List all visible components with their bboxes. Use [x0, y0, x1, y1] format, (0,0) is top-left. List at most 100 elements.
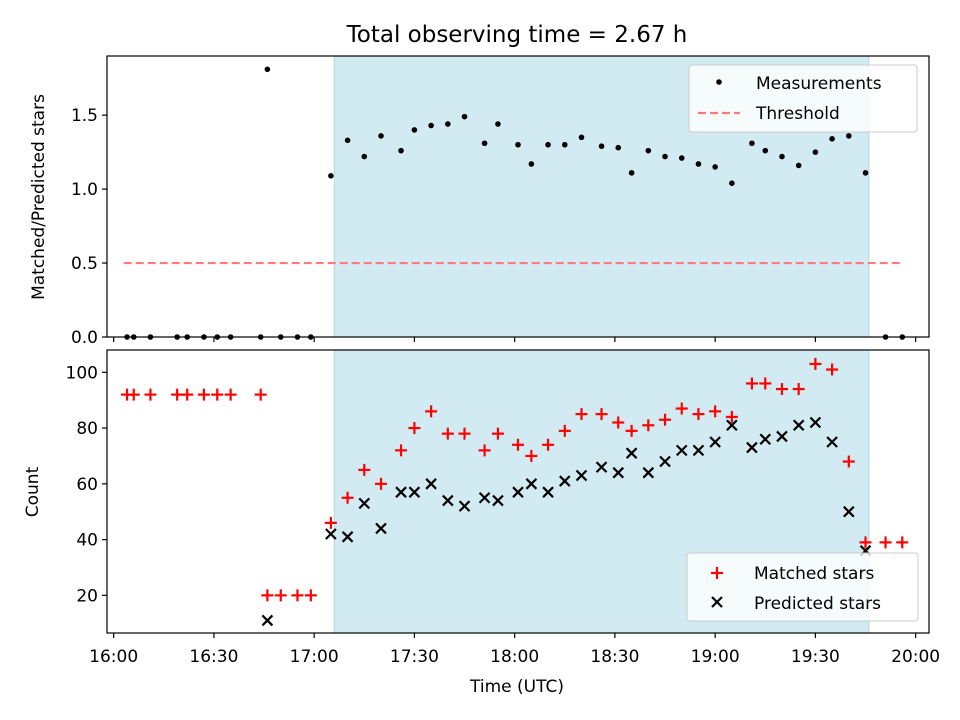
predicted-star-point — [542, 486, 554, 498]
measurement-point — [846, 133, 852, 139]
measurement-point — [495, 121, 501, 127]
predicted-star-point — [325, 528, 337, 540]
top-ytick-label: 1.5 — [71, 106, 98, 126]
predicted-star-stroke-b — [595, 461, 608, 473]
legend-measurements-marker — [716, 79, 722, 85]
matched-star-point — [692, 408, 705, 421]
measurement-points — [124, 66, 906, 340]
measurement-point — [361, 153, 368, 160]
matched-star-point — [675, 402, 688, 415]
measurement-point — [762, 147, 769, 154]
measurement-point — [445, 121, 451, 127]
matched-star-point — [144, 388, 157, 401]
matched-star-point — [395, 444, 408, 457]
predicted-star-stroke-b — [612, 466, 625, 479]
matched-star-point — [709, 405, 722, 418]
predicted-star-point — [341, 531, 354, 543]
matched-star-point — [792, 383, 805, 396]
bottom-ytick-label: 60 — [76, 475, 98, 495]
predicted-star-stroke-b — [525, 478, 538, 490]
predicted-star-stroke-b — [458, 500, 471, 512]
matched-star-point — [261, 589, 274, 602]
predicted-star-point — [425, 478, 437, 490]
matched-star-point — [525, 449, 538, 462]
predicted-star-stroke-b — [776, 430, 788, 443]
matched-star-point — [425, 405, 438, 418]
measurement-point — [515, 141, 521, 148]
legend-measurements-label: Measurements — [756, 74, 882, 94]
predicted-star-stroke-b — [261, 614, 274, 627]
predicted-star-point — [675, 444, 688, 457]
predicted-star-stroke-b — [659, 455, 671, 468]
predicted-star-stroke-b — [709, 436, 721, 448]
measurement-point — [461, 113, 468, 120]
bottom-x-ticks: 16:00 16:30 17:00 17:30 18:00 18:30 19:00 19:30… — [89, 633, 940, 667]
matched-star-point — [595, 408, 608, 421]
bottom-plot-frame — [106, 349, 930, 634]
bottom-xtick-label: 16:30 — [189, 647, 238, 667]
bottom-xtick-label: 19:00 — [691, 647, 740, 667]
bottom-ytick-label: 100 — [66, 363, 98, 383]
bottom-xtick-label: 18:30 — [590, 647, 639, 667]
measurement-point — [729, 180, 735, 186]
top-legend: Measurements Threshold — [688, 64, 918, 133]
predicted-star-point — [408, 486, 421, 498]
bottom-ytick-label: 20 — [76, 586, 98, 606]
measurement-point — [264, 66, 271, 73]
matched-star-point — [478, 444, 491, 457]
measurement-point — [411, 127, 418, 133]
legend-threshold-label: Threshold — [755, 104, 840, 124]
predicted-star-stroke-b — [442, 494, 454, 507]
predicted-star-point — [642, 466, 655, 479]
predicted-stars-points — [261, 416, 872, 627]
predicted-star-point — [709, 436, 721, 448]
predicted-star-stroke-b — [575, 469, 588, 482]
predicted-star-stroke-b — [726, 419, 738, 432]
predicted-star-point — [492, 494, 504, 507]
top-ytick-label: 1.0 — [71, 180, 98, 200]
measurement-point — [545, 141, 551, 148]
predicted-star-stroke-b — [559, 475, 571, 487]
matched-star-point — [512, 438, 524, 451]
top-ytick-label: 0.0 — [71, 328, 98, 348]
bottom-xtick-label: 16:00 — [89, 647, 138, 667]
bottom-ytick-label: 80 — [76, 419, 98, 439]
predicted-star-stroke-b — [625, 447, 638, 459]
predicted-star-stroke-b — [425, 478, 437, 490]
predicted-star-stroke-b — [341, 531, 354, 543]
measurement-point — [749, 140, 755, 147]
top-y-axis-label: Matched/Predicted stars — [29, 94, 49, 300]
matched-star-point — [575, 408, 588, 421]
predicted-star-stroke-b — [492, 494, 504, 507]
predicted-star-stroke-b — [375, 522, 387, 535]
predicted-star-stroke-b — [675, 444, 688, 457]
matched-star-point — [659, 413, 672, 426]
matched-star-point — [745, 377, 758, 390]
bottom-xtick-label: 19:30 — [791, 647, 840, 667]
predicted-star-stroke-b — [325, 528, 337, 540]
matched-star-point — [625, 424, 638, 437]
predicted-star-stroke-b — [642, 466, 655, 479]
matched-star-point — [274, 589, 287, 602]
predicted-star-point — [375, 522, 387, 535]
bottom-ytick-label: 40 — [76, 531, 98, 551]
matched-star-point — [896, 536, 909, 549]
predicted-star-point — [776, 430, 788, 443]
matched-star-point — [224, 388, 237, 401]
matched-stars-points — [121, 357, 909, 602]
matched-star-point — [458, 427, 471, 440]
predicted-star-point — [759, 433, 772, 445]
legend-matched-label: Matched stars — [754, 564, 874, 584]
predicted-star-stroke-b — [512, 486, 524, 498]
x-axis-label: Time (UTC) — [469, 677, 564, 697]
matched-star-point — [842, 455, 855, 468]
predicted-star-point — [746, 441, 758, 454]
measurement-point — [812, 149, 819, 155]
predicted-star-point — [625, 447, 638, 459]
measurement-point — [598, 143, 605, 150]
matched-star-point — [211, 388, 224, 401]
measurement-point — [481, 140, 488, 147]
matched-star-point — [441, 427, 454, 440]
predicted-star-point — [575, 469, 588, 482]
matched-star-point — [181, 388, 194, 401]
